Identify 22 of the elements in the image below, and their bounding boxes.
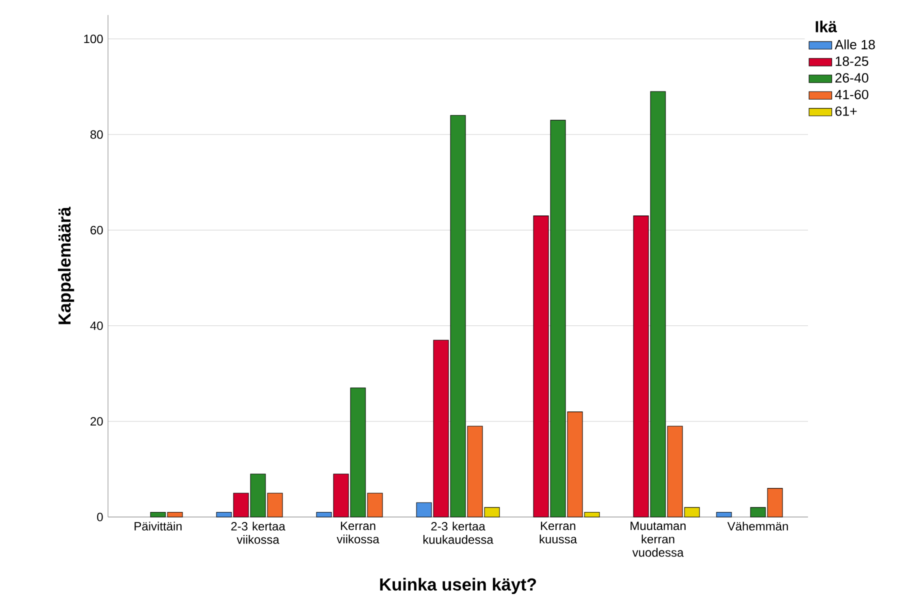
x-tick-label: Kerran viikossa — [336, 522, 380, 544]
x-tick-label: 2-3 kertaa viikossa — [231, 522, 286, 544]
y-tick-label: 20 — [90, 417, 103, 426]
y-tick-label: 60 — [90, 226, 103, 234]
legend-label: 26-40 — [835, 73, 868, 83]
bar — [716, 512, 732, 518]
legend-label: 18-25 — [836, 56, 868, 66]
x-tick-label: 2-3 kertaa kuukaudessa — [423, 522, 494, 544]
legend-label: 61+ — [835, 106, 857, 116]
x-tick-label: Kerran kuussa — [540, 522, 578, 544]
x-tick-label: Päivittäin — [134, 522, 182, 531]
legend-label: Alle 18 — [834, 40, 875, 50]
y-tick-label: 0 — [97, 512, 103, 522]
legend-title: Ikä — [816, 20, 838, 32]
y-tick-label: 80 — [90, 130, 103, 139]
x-tick-label: Muutaman kerran vuodessa — [630, 522, 686, 557]
x-tick-label: Vähemmän — [727, 522, 788, 531]
y-tick-label: 40 — [90, 322, 103, 330]
y-tick-label: 100 — [84, 34, 103, 44]
y-axis-title: Kappalemäärä — [58, 206, 74, 324]
legend-label: 41-60 — [835, 90, 868, 100]
x-axis-title: Kuinka usein käyt? — [380, 578, 536, 594]
